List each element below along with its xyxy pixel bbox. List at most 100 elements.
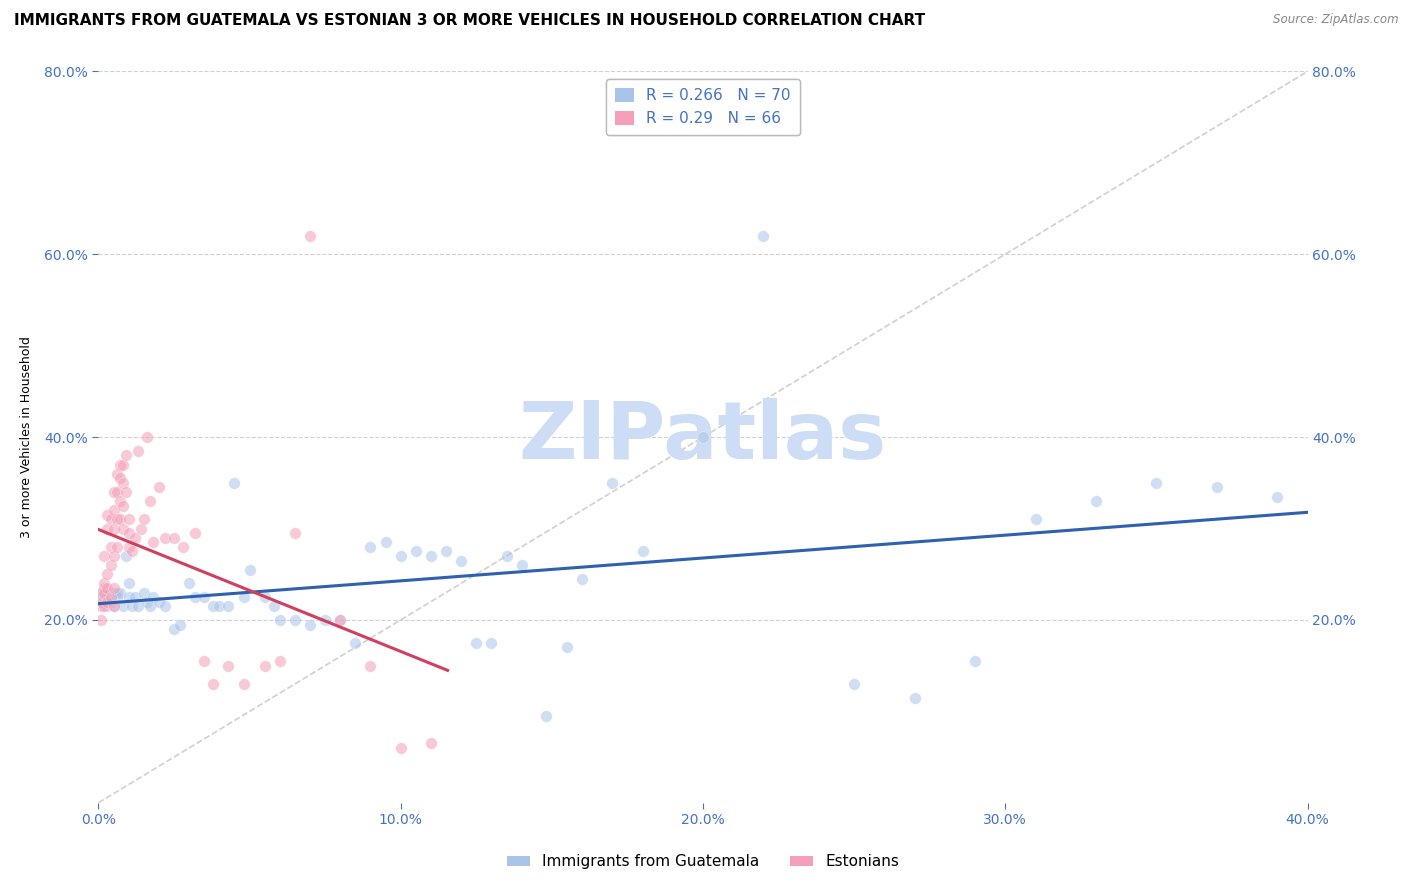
Point	[118, 590, 141, 604]
Point	[495, 549, 517, 563]
Point	[314, 613, 336, 627]
Point	[103, 521, 125, 535]
Point	[142, 590, 165, 604]
Point	[105, 590, 128, 604]
Point	[100, 512, 122, 526]
Point	[100, 558, 122, 573]
Point	[269, 613, 291, 627]
Point	[389, 549, 412, 563]
Point	[127, 599, 149, 614]
Text: IMMIGRANTS FROM GUATEMALA VS ESTONIAN 3 OR MORE VEHICLES IN HOUSEHOLD CORRELATIO: IMMIGRANTS FROM GUATEMALA VS ESTONIAN 3 …	[14, 13, 925, 29]
Point	[111, 599, 134, 614]
Point	[96, 567, 118, 582]
Point	[96, 599, 118, 614]
Point	[111, 458, 134, 472]
Point	[132, 585, 155, 599]
Point	[202, 677, 225, 691]
Point	[103, 599, 125, 614]
Point	[90, 585, 112, 599]
Point	[100, 590, 122, 604]
Point	[844, 677, 866, 691]
Point	[360, 540, 382, 554]
Point	[360, 658, 382, 673]
Point	[232, 590, 254, 604]
Point	[163, 531, 186, 545]
Point	[555, 640, 578, 655]
Point	[93, 576, 115, 591]
Point	[148, 480, 170, 494]
Point	[239, 563, 262, 577]
Point	[169, 617, 191, 632]
Point	[571, 572, 593, 586]
Point	[100, 594, 122, 608]
Point	[253, 658, 276, 673]
Point	[90, 599, 112, 614]
Point	[193, 590, 215, 604]
Point	[184, 590, 207, 604]
Point	[103, 485, 125, 500]
Point	[163, 622, 186, 636]
Point	[329, 613, 352, 627]
Point	[96, 508, 118, 522]
Point	[269, 654, 291, 668]
Point	[263, 599, 285, 614]
Point	[93, 599, 115, 614]
Point	[510, 558, 533, 573]
Point	[631, 544, 654, 558]
Point	[93, 585, 115, 599]
Point	[1267, 490, 1289, 504]
Point	[153, 531, 176, 545]
Point	[111, 521, 134, 535]
Point	[135, 430, 157, 444]
Point	[224, 475, 246, 490]
Point	[148, 594, 170, 608]
Point	[118, 512, 141, 526]
Point	[96, 521, 118, 535]
Point	[108, 494, 131, 508]
Point	[121, 544, 143, 558]
Point	[1024, 512, 1046, 526]
Point	[114, 448, 136, 462]
Point	[108, 458, 131, 472]
Point	[208, 599, 231, 614]
Point	[139, 494, 162, 508]
Point	[121, 599, 143, 614]
Point	[329, 613, 352, 627]
Point	[93, 549, 115, 563]
Point	[100, 540, 122, 554]
Point	[96, 590, 118, 604]
Point	[129, 521, 152, 535]
Point	[93, 581, 115, 595]
Point	[172, 540, 194, 554]
Legend: Immigrants from Guatemala, Estonians: Immigrants from Guatemala, Estonians	[501, 848, 905, 875]
Point	[105, 540, 128, 554]
Point	[602, 475, 624, 490]
Point	[1085, 494, 1108, 508]
Point	[124, 531, 146, 545]
Point	[153, 599, 176, 614]
Point	[132, 512, 155, 526]
Point	[232, 677, 254, 691]
Point	[184, 526, 207, 541]
Point	[534, 709, 557, 723]
Point	[108, 512, 131, 526]
Point	[103, 503, 125, 517]
Point	[118, 576, 141, 591]
Point	[1144, 475, 1167, 490]
Point	[105, 467, 128, 481]
Point	[299, 229, 322, 244]
Point	[103, 585, 125, 599]
Point	[111, 499, 134, 513]
Point	[481, 636, 503, 650]
Point	[420, 549, 443, 563]
Point	[114, 549, 136, 563]
Point	[114, 485, 136, 500]
Point	[108, 471, 131, 485]
Point	[217, 599, 239, 614]
Point	[389, 740, 412, 755]
Point	[139, 599, 162, 614]
Text: Source: ZipAtlas.com: Source: ZipAtlas.com	[1274, 13, 1399, 27]
Legend: R = 0.266   N = 70, R = 0.29   N = 66: R = 0.266 N = 70, R = 0.29 N = 66	[606, 79, 800, 135]
Point	[105, 585, 128, 599]
Point	[118, 526, 141, 541]
